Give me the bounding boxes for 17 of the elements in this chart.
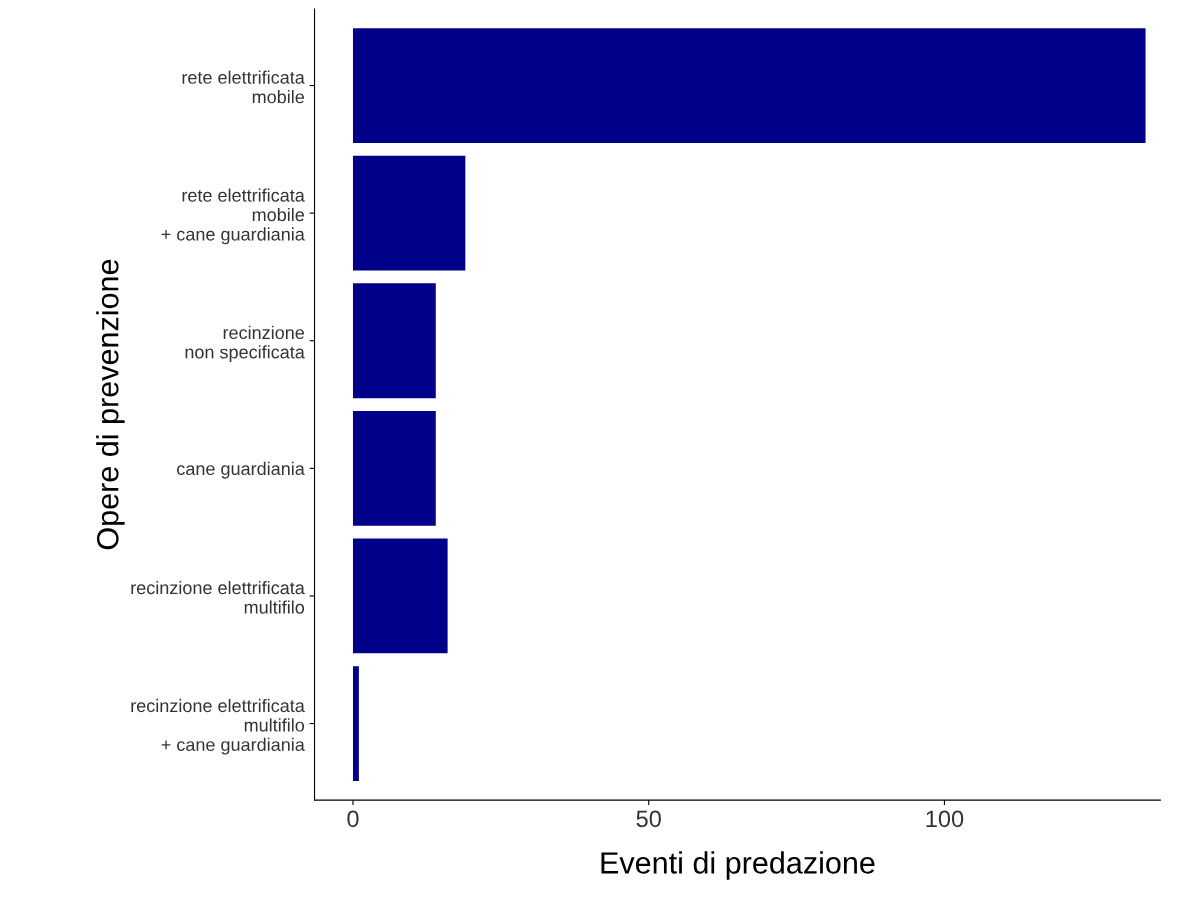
y-tick-label: recinzione elettrificata multifilo	[131, 580, 305, 614]
y-tick-label: recinzione non specificata	[185, 325, 305, 363]
x-axis-title: Eventi di predazione	[601, 851, 875, 880]
bar	[352, 666, 359, 781]
x-tick-label: 50	[636, 810, 661, 828]
x-tick-label: 0	[347, 810, 359, 828]
y-tick-label: cane guardiania	[177, 461, 305, 479]
x-tick-label: 100	[926, 810, 964, 828]
bar	[352, 283, 436, 399]
y-axis-title: Opere di prevenzione	[96, 259, 125, 550]
bar	[352, 155, 466, 271]
y-tick-label: rete elettrificata mobile + cane guardiania	[161, 188, 305, 245]
y-tick-label: rete elettrificata mobile	[182, 70, 305, 104]
bar	[352, 410, 436, 526]
bar	[352, 538, 448, 654]
bar	[352, 28, 1146, 143]
y-tick-label: recinzione elettrificata multifilo + cane guardiania	[131, 698, 305, 755]
